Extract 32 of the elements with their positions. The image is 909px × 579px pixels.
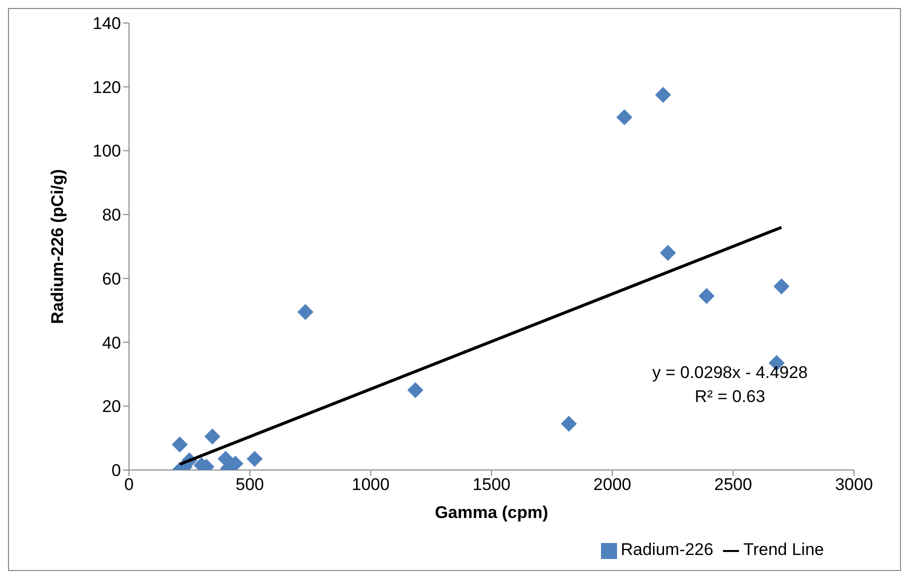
- point: [407, 382, 424, 398]
- point: [204, 428, 220, 444]
- point: [297, 304, 314, 320]
- y-tick-label: 80: [102, 206, 121, 225]
- point: [172, 436, 188, 452]
- y-axis-title: Radium-226 (pCi/g): [48, 169, 68, 324]
- point: [774, 278, 790, 294]
- x-tick-label: 1500: [472, 475, 510, 494]
- y-tick-label: 60: [102, 269, 121, 288]
- y-tick-label: 140: [92, 14, 121, 34]
- point: [660, 244, 676, 261]
- x-tick-label: 0: [124, 475, 134, 494]
- x-axis-title: Gamma (cpm): [434, 503, 548, 522]
- y-tick-label: 100: [92, 142, 121, 161]
- point: [560, 416, 577, 432]
- y-tick-label: 0: [112, 461, 121, 480]
- y-tick-label: 20: [102, 397, 121, 416]
- x-tick-label: 3000: [835, 475, 873, 494]
- y-tick-label: 40: [102, 333, 121, 352]
- x-tick-label: 2000: [593, 475, 632, 494]
- annotation: R² = 0.63: [694, 386, 766, 408]
- x-tick-label: 2500: [714, 475, 752, 494]
- x-tick-label: 500: [236, 475, 264, 494]
- legend-label: Radium-226: [620, 540, 714, 559]
- annotation: y = 0.0298x - 4.4928: [651, 362, 809, 384]
- x-tick-label: 1000: [352, 475, 390, 494]
- point: [698, 288, 715, 304]
- y-tick-label: 120: [92, 78, 121, 97]
- legend-label: Trend Line: [743, 540, 824, 559]
- point: [655, 86, 672, 103]
- point: [616, 109, 632, 126]
- point: [246, 450, 263, 467]
